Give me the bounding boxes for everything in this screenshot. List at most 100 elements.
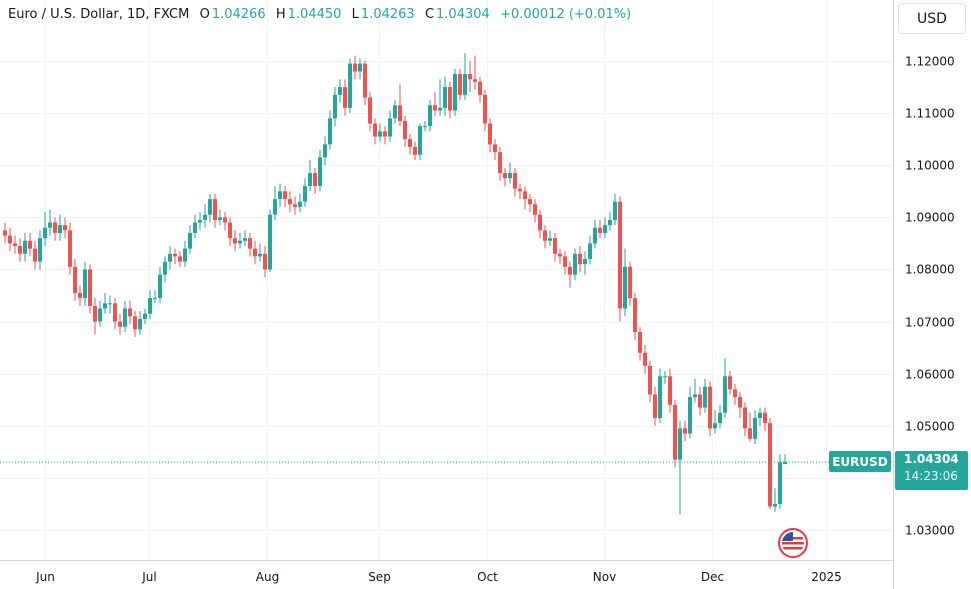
candle <box>488 118 492 153</box>
candle <box>583 251 587 275</box>
candle-body <box>363 63 367 98</box>
currency-button[interactable]: USD <box>898 3 966 34</box>
candle-body <box>638 331 642 353</box>
candle <box>403 115 407 147</box>
candle-body <box>138 318 142 330</box>
candle <box>233 230 237 252</box>
candle-body <box>568 266 572 275</box>
candle-body <box>403 120 407 140</box>
candle <box>378 123 382 142</box>
candle <box>703 378 707 413</box>
time-tick-label: Aug <box>256 570 279 584</box>
candle-body <box>598 227 602 233</box>
candle-body <box>93 305 97 322</box>
candle <box>698 386 702 416</box>
candle-body <box>723 376 727 413</box>
us-eu-flag-icon[interactable] <box>778 528 808 558</box>
candle <box>173 248 177 265</box>
candle-body <box>523 191 527 200</box>
candle <box>338 79 342 103</box>
candle-body <box>358 63 362 72</box>
candle-body <box>558 253 562 257</box>
price-tick-label: 1.07000 <box>905 316 955 330</box>
candle-body <box>283 191 287 200</box>
candle <box>98 300 102 327</box>
candle-body <box>103 303 107 309</box>
candle <box>688 386 692 439</box>
candle-body <box>173 253 177 257</box>
candle-body <box>663 376 667 378</box>
candle-body <box>198 219 202 223</box>
candle <box>708 381 712 437</box>
candle-body <box>383 131 387 137</box>
candle-body <box>183 248 187 262</box>
candle-body <box>463 74 467 95</box>
time-tick-label: 2025 <box>811 570 842 584</box>
candle <box>643 344 647 374</box>
candle-body <box>483 94 487 124</box>
candle <box>193 214 197 239</box>
price-axis[interactable]: 1.12000 1.11000 1.10000 1.09000 1.08000 1.070… <box>905 55 955 538</box>
candle-body <box>208 199 212 215</box>
candle-body <box>443 87 447 108</box>
candle <box>658 368 662 424</box>
candle <box>343 79 347 116</box>
candle-body <box>28 240 32 249</box>
candle <box>153 290 157 304</box>
candle-body <box>178 256 182 262</box>
candle-body <box>613 201 617 220</box>
candle <box>778 454 782 510</box>
candle-body <box>348 63 352 108</box>
candle-body <box>303 186 307 202</box>
candle <box>673 399 677 468</box>
candle-body <box>223 217 227 223</box>
candle <box>88 264 92 314</box>
candle-body <box>308 173 312 187</box>
candle-body <box>323 144 327 158</box>
candle-body <box>248 238 252 249</box>
candle <box>723 358 727 418</box>
candle <box>68 222 72 275</box>
candle-body <box>428 105 432 127</box>
price-tick-label: 1.06000 <box>905 368 955 382</box>
candle-body <box>748 428 752 439</box>
candle <box>733 384 737 405</box>
candle-body <box>143 313 147 319</box>
candle <box>623 248 627 317</box>
candle <box>613 193 617 226</box>
last-price-tag: 1.04304 14:23:06 <box>895 451 968 490</box>
candle-body <box>423 126 427 128</box>
candle <box>358 58 362 80</box>
price-tick-label: 1.05000 <box>905 420 955 434</box>
time-tick-label: Nov <box>593 570 616 584</box>
candle-body <box>243 238 247 241</box>
candle-body <box>633 298 637 332</box>
candle <box>553 232 557 262</box>
candle-body <box>643 352 647 366</box>
time-axis[interactable]: Jun Jul Aug Sep Oct Nov Dec 2025 <box>35 570 842 584</box>
candle-body <box>418 126 422 155</box>
candle <box>158 266 162 304</box>
candle <box>483 89 487 132</box>
candle <box>58 214 62 241</box>
candle <box>383 126 387 145</box>
candle <box>478 76 482 103</box>
candle-body <box>228 222 232 239</box>
candle <box>228 217 232 246</box>
candle-body <box>368 97 372 124</box>
candle-body <box>653 394 657 418</box>
candle-body <box>668 376 672 405</box>
candle-body <box>433 105 437 111</box>
candle <box>498 146 502 181</box>
price-tick-label: 1.12000 <box>905 55 955 69</box>
candle <box>278 183 282 207</box>
candle-body <box>318 157 322 187</box>
candle-body <box>78 292 82 299</box>
candle <box>508 162 512 184</box>
candle <box>563 251 567 275</box>
candle <box>558 248 562 265</box>
candle-body <box>578 253 582 265</box>
candle-body <box>608 219 612 226</box>
